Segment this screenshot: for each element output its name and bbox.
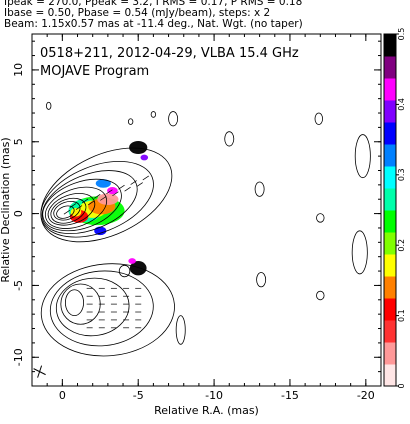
colorbar-segment-2 bbox=[384, 320, 396, 343]
polarization-patch-9 bbox=[140, 154, 149, 161]
contour-small-6 bbox=[316, 290, 325, 301]
colorbar-frame bbox=[383, 33, 397, 387]
contour-small-1 bbox=[224, 131, 235, 147]
colorbar-segment-11 bbox=[384, 122, 396, 145]
colorbar-segment-14 bbox=[384, 56, 396, 79]
colorbar-segment-12 bbox=[384, 100, 396, 123]
x-tick-label-0: 0 bbox=[59, 389, 66, 402]
contour-upper-8 bbox=[40, 147, 173, 243]
map-layer bbox=[33, 101, 371, 378]
evpa-stick-upper-7 bbox=[106, 189, 113, 195]
colorbar-segment-4 bbox=[384, 276, 396, 299]
axis-ticks bbox=[32, 34, 381, 386]
colorbar-segment-3 bbox=[384, 298, 396, 321]
x-tick-label-3: -15 bbox=[281, 389, 299, 402]
y-tick-label-2: 0 bbox=[12, 210, 25, 217]
header-line-3: Beam: 1.15x0.57 mas at -11.4 deg., Nat. … bbox=[4, 18, 303, 30]
contour-upper-6 bbox=[41, 170, 138, 235]
colorbar-segment-15 bbox=[384, 34, 396, 57]
evpa-stick-upper-10 bbox=[124, 186, 131, 192]
colorbar-segment-10 bbox=[384, 144, 396, 167]
evpa-stick-upper-9 bbox=[118, 184, 125, 190]
evpa-stick-upper-11 bbox=[130, 180, 137, 185]
axis-labels: 0 -5 -10 -15 -20 -10 -5 0 5 10 bbox=[12, 63, 375, 402]
evpa-stick-upper-3 bbox=[81, 198, 89, 204]
colorbar-tick-label-3: 0.3 bbox=[397, 168, 406, 181]
plot-title: 0518+211, 2012-04-29, VLBA 15.4 GHz bbox=[40, 46, 299, 61]
colorbar-tick-label-2: 0.2 bbox=[397, 239, 406, 252]
y-tick-label-4: 10 bbox=[12, 63, 25, 77]
colorbar-segment-9 bbox=[384, 166, 396, 189]
plot-frame bbox=[31, 33, 382, 387]
evpa-stick-upper-8 bbox=[112, 191, 119, 197]
plot-subtitle: MOJAVE Program bbox=[40, 64, 149, 79]
evpa-stick-upper-12 bbox=[136, 182, 143, 187]
contour-small-8 bbox=[175, 315, 186, 345]
colorbar-tick-label-5: 0.5 bbox=[397, 28, 406, 41]
colorbar-segment-0 bbox=[384, 364, 396, 387]
contour-small-7 bbox=[118, 264, 131, 278]
contour-lower-4 bbox=[40, 263, 175, 357]
y-axis-label: Relative Declination (mas) bbox=[0, 137, 12, 282]
header-line-1: Ipeak = 270.0, Ppeak = 3.2, I RMS = 0.17… bbox=[4, 0, 303, 8]
x-tick-label-4: -20 bbox=[357, 389, 375, 402]
x-tick-label-1: -5 bbox=[133, 389, 144, 402]
polarization-patch-7 bbox=[107, 187, 118, 195]
contour-small-5 bbox=[256, 272, 267, 288]
contour-lower-3 bbox=[49, 270, 154, 347]
contour-small-0 bbox=[168, 111, 179, 127]
evpa-stick-upper-0 bbox=[63, 209, 71, 215]
polarization-patch-5 bbox=[97, 193, 119, 205]
colorbar-tick-label-0: 0 bbox=[397, 383, 406, 388]
contour-upper-3 bbox=[47, 193, 96, 226]
x-axis-label: Relative R.A. (mas) bbox=[154, 404, 259, 417]
evpa-stick-upper-13 bbox=[142, 175, 149, 181]
contour-small-12 bbox=[150, 111, 157, 118]
contour-upper-2 bbox=[50, 197, 87, 224]
y-tick-label-1: -5 bbox=[12, 280, 25, 291]
polarization-patch-10 bbox=[129, 261, 147, 276]
colorbar: 0 0.1 0.2 0.3 0.4 0.5 bbox=[383, 28, 406, 389]
evpa-stick-upper-5 bbox=[94, 194, 101, 199]
colorbar-segment-8 bbox=[384, 188, 396, 211]
colorbar-segment-13 bbox=[384, 78, 396, 101]
y-tick-label-0: -10 bbox=[12, 348, 25, 366]
contour-upper-7 bbox=[40, 161, 154, 238]
colorbar-tick-label-4: 0.4 bbox=[397, 98, 406, 111]
contour-small-4 bbox=[316, 213, 325, 223]
contour-lower-0 bbox=[64, 289, 84, 316]
contour-small-3 bbox=[254, 181, 265, 197]
contour-small-11 bbox=[351, 230, 368, 275]
contour-lower-1 bbox=[60, 283, 101, 325]
evpa-stick-upper-2 bbox=[75, 205, 83, 210]
beam-minor-axis bbox=[37, 365, 43, 378]
colorbar-segment-5 bbox=[384, 254, 396, 277]
evpa-stick-upper-4 bbox=[87, 200, 95, 206]
y-tick-label-3: 5 bbox=[12, 138, 25, 145]
colorbar-segment-7 bbox=[384, 210, 396, 233]
contour-upper-0 bbox=[56, 205, 75, 219]
polarization-patch-12 bbox=[94, 226, 107, 236]
polarization-patch-6 bbox=[95, 179, 111, 188]
evpa-stick-upper-6 bbox=[100, 196, 107, 201]
colorbar-segment-1 bbox=[384, 342, 396, 365]
contour-small-2 bbox=[314, 112, 323, 125]
contour-small-10 bbox=[354, 134, 371, 179]
colorbar-segment-6 bbox=[384, 232, 396, 255]
polarization-patch-13 bbox=[70, 207, 82, 217]
contour-upper-1 bbox=[53, 200, 81, 221]
evpa-stick-upper-1 bbox=[69, 203, 77, 208]
contour-small-9 bbox=[46, 101, 52, 110]
x-tick-label-2: -10 bbox=[205, 389, 223, 402]
polarization-patch-11 bbox=[128, 258, 136, 264]
polarization-patch-8 bbox=[129, 141, 148, 154]
contour-upper-5 bbox=[42, 178, 122, 232]
colorbar-tick-label-1: 0.1 bbox=[397, 309, 406, 322]
contour-small-13 bbox=[127, 118, 134, 125]
header-line-2: Ibase = 0.50, Pbase = 0.54 (mJy/beam), s… bbox=[4, 7, 271, 19]
